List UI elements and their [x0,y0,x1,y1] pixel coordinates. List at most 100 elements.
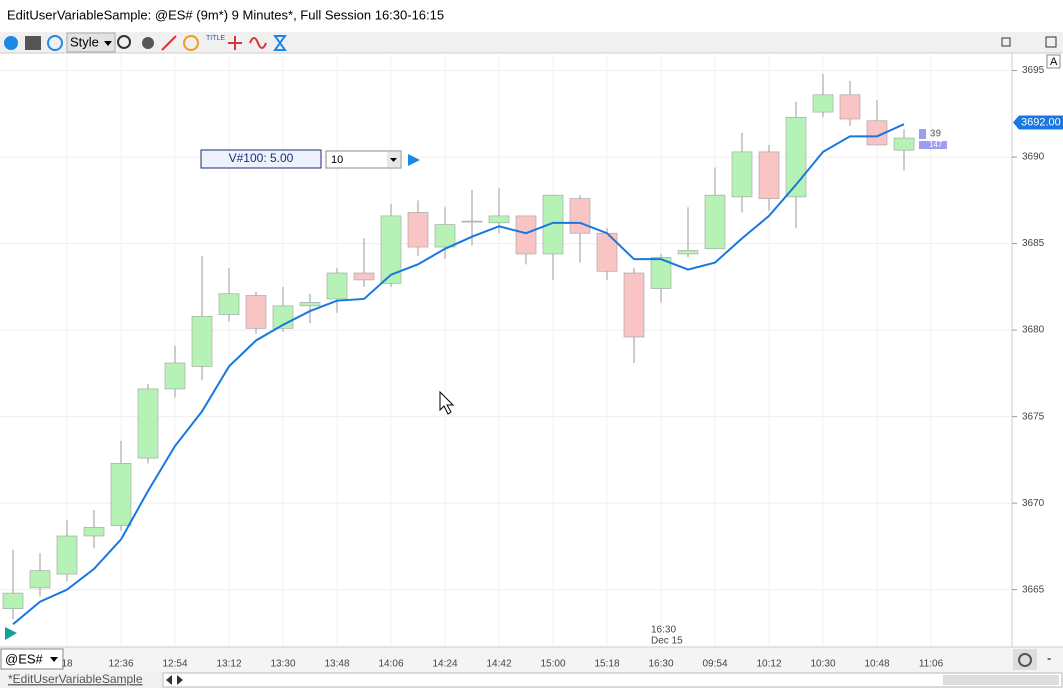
candle-body [488,215,510,224]
candle-body [29,570,51,589]
candle-body [83,527,105,537]
candle-body [299,302,321,307]
x-tick-label: 11:06 [919,659,944,670]
dropdown-arrow [50,657,58,662]
variable-label: V#100: 5.00 [229,151,294,165]
candle-body [137,388,159,459]
axis-button[interactable] [1046,54,1061,69]
candle-body [191,315,213,367]
variable-label-box [200,149,322,169]
dropdown-arrow [104,41,112,46]
candle-body [758,151,780,199]
candle-body [650,257,672,289]
candle-body [542,194,564,255]
candle-body [56,535,78,575]
x-tick-label: 12:54 [162,659,187,670]
x-tick-label: 10:30 [810,659,835,670]
restore-button[interactable] [1001,37,1011,47]
candle-body [623,272,645,338]
candle-body [110,463,132,526]
candle-body [704,194,726,250]
candle-body [380,215,402,284]
volume-label: 39 [930,129,942,140]
x-tick-label: 10:48 [864,659,889,670]
icon[interactable] [161,35,177,51]
candle-body [434,224,456,248]
candle-body [326,272,348,300]
scroll-thumb[interactable] [943,675,1059,685]
x-tick-label: 13:12 [216,659,241,670]
scroll-right[interactable] [177,675,183,685]
scroll-left[interactable] [166,675,172,685]
x-tick-label: 15:00 [540,659,565,670]
candle-body [407,212,429,248]
moving-average [12,123,905,626]
maximize-button[interactable] [1045,36,1057,48]
reload-icon [1018,653,1032,667]
symbol: @ES# [5,651,44,666]
price-marker-label: 3692.00 [1021,116,1061,128]
dropdown-arrow [390,158,397,162]
session-time: 16:30 [651,625,676,636]
start-marker [5,627,17,640]
icon[interactable] [142,37,154,49]
tab[interactable]: *EditUserVariableSample [8,672,143,686]
icon[interactable] [183,35,199,51]
y-tick-label: 3680 [1022,325,1045,336]
candle-body [893,137,915,151]
candle-body [461,220,483,223]
x-tick-label: 13:48 [324,659,349,670]
icon[interactable] [249,37,267,49]
toolbar [0,32,1063,53]
candle-body [353,272,375,281]
x-tick-label: 18 [61,659,73,670]
y-tick-label: 3685 [1022,238,1045,249]
icon[interactable] [117,35,131,49]
icon[interactable] [273,35,287,51]
x-tick-label: 10:12 [756,659,781,670]
candle-body [839,94,861,120]
symbol-box[interactable] [0,648,64,670]
session-date: Dec 15 [651,636,683,647]
candle-body [515,215,537,255]
y-tick-label: 3695 [1022,65,1045,76]
icon[interactable] [47,35,63,51]
axis-button-label: A [1050,56,1058,68]
time-axis [0,647,1063,672]
y-tick-label: 3675 [1022,411,1045,422]
x-tick-label: 15:18 [594,659,619,670]
candle-body [812,94,834,113]
y-tick-label: 3690 [1022,152,1045,163]
x-tick-label: 16:30 [648,659,673,670]
window-title: EditUserVariableSample: @ES# (9m*) 9 Min… [7,7,444,22]
style-button[interactable] [66,32,116,53]
icon-text[interactable]: TITLE [206,35,225,42]
y-tick-label: 3670 [1022,498,1045,509]
volume-label: 147 [929,140,943,149]
candle-body [731,151,753,198]
icon[interactable] [4,36,18,50]
mouse-cursor [439,390,455,415]
x-tick-label: 14:24 [432,659,457,670]
candle-body [785,116,807,198]
icon[interactable] [25,36,41,50]
candle-body [2,592,24,609]
volume-bar [919,129,926,139]
value-input[interactable] [325,150,402,169]
x-tick-label: 12:36 [108,659,133,670]
style-label: Style [70,34,99,49]
price-marker [1013,115,1063,130]
scrollbar[interactable] [162,672,1063,688]
candle-body [164,362,186,390]
apply-button[interactable] [408,154,420,166]
x-tick-label: 13:30 [270,659,295,670]
x-tick-label: 14:06 [378,659,403,670]
zoom-button[interactable]: - [1047,650,1051,665]
value-input-text: 10 [331,154,343,166]
reload-button[interactable] [1013,649,1037,670]
candle-body [569,198,591,234]
